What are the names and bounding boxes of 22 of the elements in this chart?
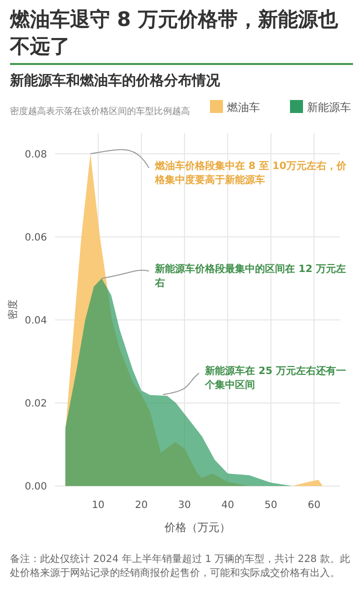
x-tick-label: 20 — [134, 500, 148, 511]
y-tick-label: 0.06 — [24, 232, 47, 244]
annotation: 新能源车在 25 万元左右还有一个集中区间 — [205, 365, 347, 393]
x-tick-label: 40 — [221, 500, 234, 511]
y-tick-label: 0.02 — [24, 398, 47, 410]
annotation: 燃油车价格段集中在 8 至 10万元左右，价格集中度要高于新能源车 — [155, 160, 348, 188]
x-tick-label: 10 — [92, 500, 105, 511]
chart-subtitle: 新能源车和燃油车的价格分布情况 — [10, 72, 220, 90]
y-tick-label: 0.00 — [24, 482, 47, 492]
y-axis-title: 密度 — [7, 300, 19, 320]
legend-label: 燃油车 — [227, 101, 260, 114]
chart-title: 燃油车退守 8 万元价格带，新能源也不远了 — [10, 6, 339, 60]
x-tick-label: 50 — [264, 500, 278, 511]
x-tick-label: 60 — [308, 500, 320, 511]
annotation: 新能源车价格段最集中的区间在 12 万元左右 — [155, 263, 347, 291]
y-tick-label: 0.08 — [24, 149, 47, 160]
x-tick-label: 30 — [178, 500, 191, 511]
x-axis-title: 价格（万元） — [164, 521, 230, 534]
text: 备注：此处仅统计 2024 年上半年销量超过 1 万辆的车型，共计 228 款。此处价格来源于网站记录的经销商报价起售价，可能和实际成交价格有出入。 — [10, 553, 351, 581]
y-tick-label: 0.04 — [24, 315, 47, 326]
text: 密度越高表示落在该价格区间的车型比例越高 — [10, 106, 190, 118]
legend-label: 新能源车 — [307, 101, 351, 114]
